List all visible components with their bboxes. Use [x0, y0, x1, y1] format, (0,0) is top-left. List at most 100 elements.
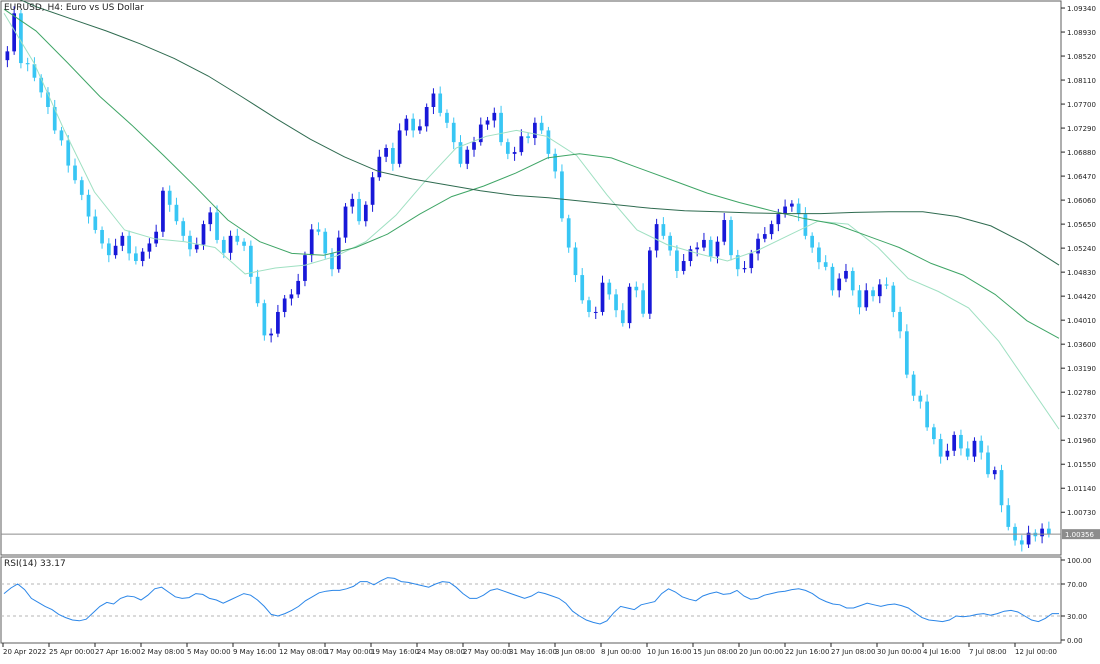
- bear-candle: [904, 331, 909, 375]
- bull-candle: [336, 237, 341, 270]
- bear-candle: [438, 93, 443, 113]
- bull-candle: [276, 311, 280, 334]
- bear-candle: [959, 434, 963, 449]
- time-tick-label: 10 Jun 16:00: [647, 648, 691, 656]
- time-tick-label: 24 May 08:00: [417, 648, 465, 656]
- bear-candle: [857, 290, 862, 308]
- bull-candle: [492, 112, 497, 121]
- bull-candle: [140, 251, 145, 262]
- price-tick-label: 1.01960: [1067, 437, 1096, 445]
- bull-candle: [722, 220, 727, 242]
- time-tick-label: 2 May 08:00: [141, 648, 185, 656]
- bull-candle: [12, 13, 17, 52]
- bull-candle: [776, 214, 781, 225]
- time-tick-label: 8 Jun 00:00: [601, 648, 641, 656]
- time-tick-label: 30 Jun 00:00: [877, 648, 921, 656]
- time-tick-label: 7 Jul 08:00: [969, 648, 1007, 656]
- bull-candle: [147, 243, 152, 252]
- bear-candle: [938, 439, 943, 457]
- ma-slow-line: [19, 0, 1060, 266]
- bear-candle: [323, 231, 328, 254]
- bear-candle: [620, 310, 625, 324]
- time-tick-label: 17 May 00:00: [325, 648, 373, 656]
- bull-candle: [194, 244, 199, 250]
- bull-candle: [992, 470, 997, 475]
- time-tick-label: 25 Apr 00:00: [49, 648, 95, 656]
- bear-candle: [871, 290, 875, 297]
- bear-candle: [614, 294, 618, 311]
- bear-candle: [100, 229, 104, 244]
- bear-candle: [242, 241, 246, 246]
- time-tick-label: 20 Apr 2022: [3, 648, 46, 656]
- price-tick-label: 1.03600: [1067, 341, 1096, 349]
- bull-candle: [844, 270, 848, 279]
- bull-candle: [783, 206, 787, 215]
- bear-candle: [79, 180, 84, 195]
- bull-candle: [424, 106, 429, 127]
- bull-candle: [512, 152, 517, 154]
- bull-candle: [688, 249, 693, 262]
- bear-candle: [1006, 505, 1011, 527]
- time-tick-label: 27 May 00:00: [463, 648, 511, 656]
- bull-candle: [749, 253, 754, 269]
- time-tick-label: 19 May 16:00: [371, 648, 419, 656]
- bear-candle: [675, 250, 679, 271]
- price-tick-label: 1.04010: [1067, 317, 1096, 325]
- bull-candle: [161, 190, 165, 232]
- bear-candle: [499, 112, 503, 143]
- bear-candle: [932, 427, 936, 440]
- price-tick-label: 1.06880: [1067, 149, 1096, 157]
- rsi-label: RSI(14) 33.17: [4, 559, 66, 569]
- bull-candle: [837, 278, 842, 291]
- bear-candle: [357, 198, 361, 222]
- bull-candle: [370, 177, 375, 205]
- bear-candle: [735, 255, 740, 270]
- bull-candle: [742, 268, 747, 270]
- current-price-tag: [1062, 529, 1100, 540]
- bear-candle: [526, 136, 530, 139]
- bear-candle: [25, 63, 30, 65]
- bear-candle: [46, 92, 50, 107]
- bear-candle: [668, 235, 672, 251]
- bear-candle: [1046, 528, 1051, 534]
- bull-candle: [472, 142, 476, 150]
- rsi-tick-label: 30.00: [1067, 613, 1087, 621]
- bear-candle: [167, 190, 172, 205]
- bull-candle: [343, 206, 348, 238]
- time-tick-label: 31 May 16:00: [509, 648, 557, 656]
- bull-candle: [952, 434, 957, 451]
- time-tick-label: 9 May 16:00: [233, 648, 277, 656]
- time-tick-label: 22 Jun 16:00: [785, 648, 829, 656]
- bear-candle: [330, 253, 334, 270]
- bear-candle: [1019, 540, 1024, 545]
- time-tick-label: 27 Jun 08:00: [831, 648, 875, 656]
- bull-candle: [695, 247, 700, 250]
- bull-candle: [877, 284, 882, 297]
- bear-candle: [221, 239, 226, 253]
- bear-candle: [248, 245, 253, 277]
- bear-candle: [458, 142, 463, 164]
- bear-candle: [810, 235, 815, 248]
- time-tick-label: 3 Jun 08:00: [555, 648, 595, 656]
- bull-candle: [309, 229, 314, 256]
- bear-candle: [607, 282, 612, 295]
- bull-candle: [790, 203, 794, 207]
- price-tick-label: 1.06060: [1067, 197, 1096, 205]
- bear-candle: [73, 165, 77, 181]
- price-tick-label: 1.04420: [1067, 293, 1096, 301]
- bear-candle: [560, 171, 564, 219]
- bull-candle: [201, 224, 206, 245]
- bull-candle: [627, 286, 632, 324]
- bear-candle: [106, 243, 111, 256]
- bear-candle: [918, 395, 923, 402]
- bear-candle: [850, 270, 855, 291]
- bear-candle: [255, 276, 260, 304]
- bull-candle: [120, 235, 125, 246]
- bear-candle: [817, 247, 821, 263]
- price-tick-label: 1.09340: [1067, 5, 1096, 13]
- bear-candle: [641, 290, 645, 314]
- bull-candle: [397, 130, 402, 164]
- bear-candle: [823, 262, 828, 267]
- bear-candle: [580, 275, 585, 301]
